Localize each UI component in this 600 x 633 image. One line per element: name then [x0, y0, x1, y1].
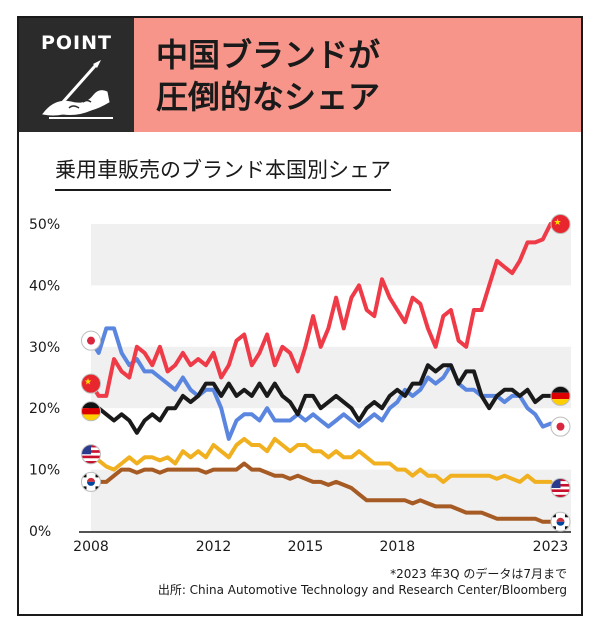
flag-end-us-icon [550, 478, 571, 499]
footnote-source: 出所: China Automotive Technology and Rese… [157, 583, 567, 597]
flag-start-de-icon [81, 401, 101, 422]
pen-illustration-icon [42, 60, 113, 119]
chart: 50% 40% 30% 20% 10% 0% 2008 2012 2015 2018 2023 ★ ★ [29, 214, 571, 555]
grid-band [91, 469, 571, 531]
flag-start-jp-icon [81, 330, 101, 351]
point-badge: POINT [19, 18, 134, 132]
series-line-germany [89, 363, 553, 435]
headline: 中国ブランドが 圧倒的なシェア [156, 36, 381, 116]
series-line-usa [89, 436, 553, 484]
y-tick-label: 10% [29, 463, 60, 479]
infographic-card: POINT 中国ブランドが 圧倒的なシェア 乗用車販売のブランド本国別シェア 5… [17, 16, 583, 616]
flag-start-kr-icon [81, 471, 101, 492]
y-tick-label: 0% [29, 524, 51, 540]
x-tick-label: 2012 [196, 539, 232, 555]
y-tick-label: 20% [29, 401, 60, 417]
series-line-china [89, 222, 553, 398]
x-tick-label: 2023 [533, 539, 569, 555]
y-tick-label: 40% [29, 278, 60, 294]
x-tick-label: 2008 [73, 539, 109, 555]
series-line-korea [89, 461, 553, 524]
point-label: POINT [40, 32, 112, 54]
flag-start-us-icon [81, 444, 101, 465]
flag-start-cn-icon: ★ [81, 373, 101, 394]
series-line-japan [89, 326, 553, 441]
header: POINT 中国ブランドが 圧倒的なシェア [19, 18, 581, 132]
footnote: *2023 年3Q のデータは7月まで 出所: China Automotive… [158, 566, 567, 598]
flag-end-cn-icon: ★ [550, 214, 571, 234]
y-tick-label: 30% [29, 340, 60, 356]
grid-band [91, 224, 571, 286]
footnote-note: *2023 年3Q のデータは7月まで [390, 567, 567, 581]
flag-end-kr-icon [550, 511, 571, 532]
x-tick-label: 2018 [379, 539, 415, 555]
headline-box: 中国ブランドが 圧倒的なシェア [134, 18, 581, 132]
svg-text:★: ★ [84, 378, 92, 388]
y-tick-label: 50% [29, 217, 60, 233]
x-tick-label: 2015 [288, 539, 324, 555]
chart-title: 乗用車販売のブランド本国別シェア [55, 154, 391, 191]
flag-end-jp-icon [550, 416, 571, 437]
svg-text:★: ★ [553, 218, 561, 228]
flag-end-de-icon [550, 385, 571, 406]
